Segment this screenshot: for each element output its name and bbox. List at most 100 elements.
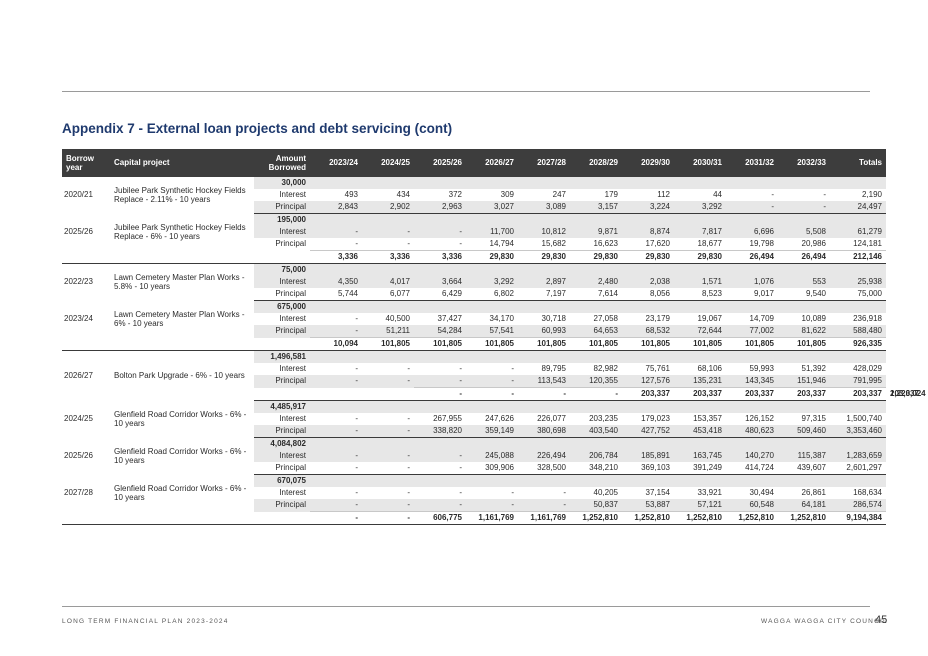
value-cell — [726, 213, 778, 226]
value-cell — [622, 437, 674, 450]
value-cell: 30,718 — [541, 314, 566, 323]
value-cell: 493 — [344, 190, 358, 199]
value-cell: 7,197 — [518, 288, 570, 301]
value-cell: 81,622 — [778, 325, 830, 338]
value-cell: 18,677 — [697, 239, 722, 248]
value-cell: 4,350 — [310, 276, 362, 288]
value-cell — [622, 263, 674, 276]
value-cell: 37,154 — [645, 488, 670, 497]
value-cell — [778, 213, 830, 226]
value-cell: 439,607 — [778, 462, 830, 475]
value-cell: 26,494 — [778, 250, 830, 264]
value-cell: 64,181 — [778, 499, 830, 512]
value-cell: 427,752 — [622, 425, 674, 438]
value-cell: 206,784 — [570, 450, 622, 462]
value-cell — [570, 213, 622, 226]
col-header: Capital project — [110, 149, 254, 177]
value-cell: - — [466, 387, 518, 401]
value-cell: 414,724 — [726, 462, 778, 475]
row-label: Interest — [254, 276, 310, 288]
value-cell: - — [362, 511, 414, 525]
page-title: Appendix 7 - External loan projects and … — [62, 121, 453, 136]
value-cell — [518, 263, 570, 276]
value-cell — [466, 177, 518, 189]
value-cell: - — [310, 375, 362, 388]
value-cell: 6,802 — [466, 288, 518, 301]
value-cell: 226,494 — [518, 450, 570, 462]
value-cell: - — [511, 364, 514, 373]
value-cell: 247 — [552, 190, 566, 199]
row-label: Interest — [279, 414, 306, 423]
value-cell — [414, 400, 466, 413]
value-cell: 6,429 — [414, 288, 466, 301]
borrow-year: 2027/28 — [64, 488, 93, 497]
row-label: Principal — [254, 201, 310, 214]
borrow-year: 2025/26 — [64, 451, 93, 460]
value-cell: 203,337 — [622, 387, 674, 401]
value-cell: 179 — [604, 190, 618, 199]
value-cell: - — [310, 511, 362, 525]
value-cell: 553 — [778, 276, 830, 288]
value-cell: 101,805 — [362, 337, 414, 351]
value-cell: 372 — [448, 190, 462, 199]
value-cell — [674, 213, 726, 226]
value-cell: 120,355 — [570, 375, 622, 388]
value-cell: 1,252,810 — [622, 511, 674, 525]
value-cell: 245,088 — [466, 450, 518, 462]
total-cell: 2,601,297 — [830, 462, 886, 475]
value-cell — [778, 350, 830, 363]
row-label — [254, 337, 310, 351]
row-label: Interest — [254, 226, 310, 238]
row-label — [362, 387, 414, 401]
value-cell: 112 — [657, 190, 670, 199]
value-cell: 59,993 — [749, 364, 774, 373]
total-cell: 791,995 — [830, 375, 886, 388]
value-cell: 40,205 — [593, 488, 618, 497]
value-cell: 14,709 — [749, 314, 774, 323]
value-cell — [414, 350, 466, 363]
table-row: 3,336 3,336 3,336 29,830 29,830 29,830 29,830 2… — [62, 250, 886, 264]
table-row: Interest - - -245,088 226,494 206,784 185,891 1… — [62, 450, 886, 462]
value-cell: 60,548 — [726, 499, 778, 512]
value-cell: 1,571 — [674, 276, 726, 288]
borrow-year: 2020/21 — [64, 190, 93, 200]
table-row: 2025/26 Glenfield Road Corridor Works - 6… — [62, 437, 886, 465]
capital-project: Lawn Cemetery Master Plan Works - 5.8% -… — [114, 273, 245, 292]
value-cell — [310, 213, 362, 226]
value-cell: 30,494 — [749, 488, 774, 497]
col-header: 2032/33 — [778, 149, 830, 177]
blank-cell — [62, 511, 254, 525]
table-row: 2027/28 Glenfield Road Corridor Works - 6… — [62, 474, 886, 502]
value-cell: 29,830 — [674, 250, 726, 264]
value-cell: 34,170 — [489, 314, 514, 323]
value-cell: 453,418 — [674, 425, 726, 438]
value-cell — [414, 437, 466, 450]
footer-organisation: WAGGA WAGGA CITY COUNCIL — [761, 618, 888, 625]
value-cell — [466, 263, 518, 276]
value-cell: 606,775 — [414, 511, 466, 525]
table-row: Principal 5,744 6,077 6,429 6,802 7,197 7,614 8… — [62, 288, 886, 301]
value-cell — [778, 474, 830, 487]
value-cell: - — [355, 414, 358, 423]
value-cell: 101,805 — [414, 337, 466, 351]
value-cell — [622, 300, 674, 313]
loan-table: Borrow year Capital project Amount Borro… — [62, 149, 926, 525]
value-cell: 127,576 — [622, 375, 674, 388]
row-label — [254, 511, 310, 525]
value-cell: - — [459, 364, 462, 373]
row-label: Principal — [254, 425, 310, 438]
table-row: 2022/23 Lawn Cemetery Master Plan Works -… — [62, 263, 886, 291]
value-cell: - — [310, 450, 362, 462]
value-cell: 8,056 — [622, 288, 674, 301]
value-cell: 9,871 — [570, 226, 622, 238]
value-cell: 3,089 — [518, 201, 570, 214]
table-row: 2026/27 Bolton Park Upgrade - 6% - 10 yea… — [62, 350, 886, 380]
value-cell: 179,023 — [641, 414, 670, 423]
value-cell — [674, 350, 726, 363]
value-cell: 2,897 — [518, 276, 570, 288]
col-header: 2031/32 — [726, 149, 778, 177]
value-cell: 203,337 — [830, 387, 886, 401]
value-cell — [570, 177, 622, 189]
value-cell: 7,614 — [570, 288, 622, 301]
value-cell: 68,532 — [622, 325, 674, 338]
